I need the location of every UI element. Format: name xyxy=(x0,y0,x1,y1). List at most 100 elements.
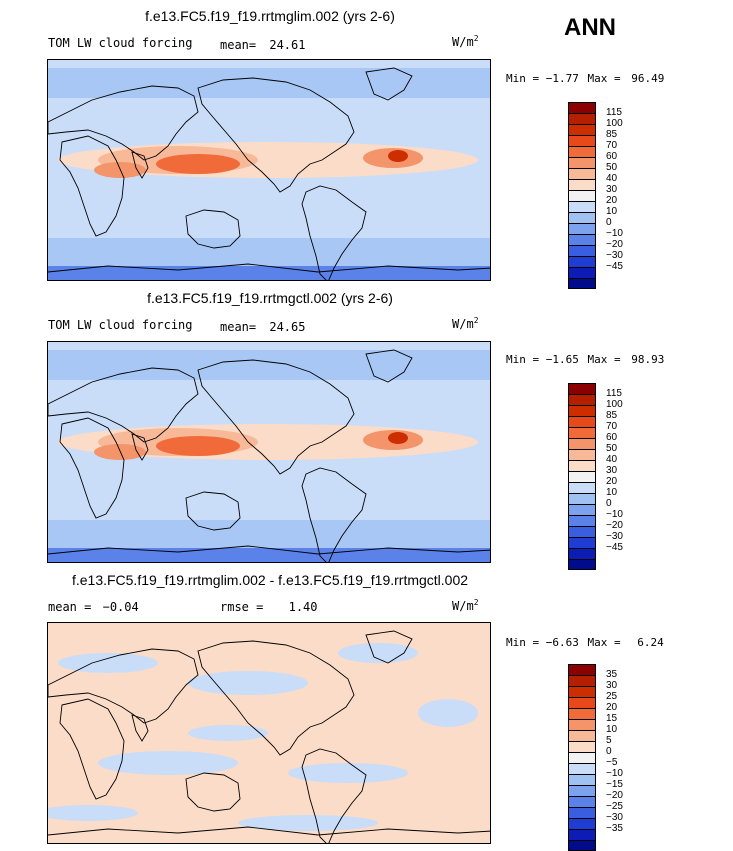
panel-3-rmse-value: 1.40 xyxy=(288,600,318,614)
difference-blob xyxy=(238,815,378,831)
panel-1-title: f.e13.FC5.f19_f19.rrtmglim.002 (yrs 2-6) xyxy=(145,8,395,24)
colorbar-tick-label: 100 xyxy=(606,118,623,129)
warm-pool-core xyxy=(156,436,240,456)
colorbar-tick-label: −15 xyxy=(606,779,623,790)
colorbar-tick-label: 0 xyxy=(606,217,612,228)
colorbar-tick-label: −20 xyxy=(606,790,623,801)
colorbar-tick-label: −35 xyxy=(606,823,623,834)
colorbar-swatch xyxy=(568,471,596,482)
colorbar-tick-label: 85 xyxy=(606,410,618,421)
panel-2-units: W/m2 xyxy=(452,316,479,331)
colorbar-tick-label: 0 xyxy=(606,746,612,757)
panel-3-min-label: Min = xyxy=(506,636,540,649)
colorbar-tick-label: −20 xyxy=(606,239,623,250)
coastline xyxy=(48,826,490,836)
panel-2-variable-label: TOM LW cloud forcing xyxy=(48,318,193,332)
coastline xyxy=(185,209,241,249)
coastline xyxy=(59,135,125,237)
panel-3-rmse: rmse = 1.40 xyxy=(220,600,318,614)
colorbar-tick-label: −45 xyxy=(606,542,623,553)
panel-2-mean: mean= 24.65 xyxy=(220,320,305,334)
panel-3-mean-value: −0.04 xyxy=(102,600,139,614)
panel-2-mean-label: mean= xyxy=(220,320,257,334)
panel-1-max-label: Max = xyxy=(587,72,621,85)
colorbar-swatch xyxy=(568,730,596,741)
band-south xyxy=(48,520,490,548)
coastline xyxy=(365,349,413,383)
panel-2-title: f.e13.FC5.f19_f19.rrtmgctl.002 (yrs 2-6) xyxy=(147,290,393,306)
colorbar-swatch xyxy=(568,234,596,245)
colorbar-swatch xyxy=(568,179,596,190)
colorbar-swatch xyxy=(568,752,596,763)
colorbar-swatch xyxy=(568,146,596,157)
coastline xyxy=(197,77,355,193)
colorbar-swatch xyxy=(568,267,596,278)
amazon-core xyxy=(388,432,408,444)
panel-3-min-value: −6.63 xyxy=(545,636,579,649)
coastline xyxy=(131,433,149,461)
panel-2-max-value: 98.93 xyxy=(631,353,665,366)
coastline xyxy=(48,367,199,443)
colorbar-tick-label: −45 xyxy=(606,261,623,272)
colorbar-swatch xyxy=(568,708,596,719)
colorbar-tick-label: 70 xyxy=(606,421,618,432)
panel-3-units: W/m2 xyxy=(452,598,479,613)
colorbar-swatch xyxy=(568,256,596,267)
colorbar-swatch xyxy=(568,102,596,113)
colorbar-tick-label: 30 xyxy=(606,680,618,691)
coastline xyxy=(48,263,490,273)
season-label: ANN xyxy=(564,14,616,41)
panel-2-max-label: Max = xyxy=(587,353,621,366)
difference-blob xyxy=(188,671,308,695)
difference-blob xyxy=(338,643,418,663)
panel-2-min-value: −1.65 xyxy=(545,353,579,366)
coastline xyxy=(48,85,199,161)
colorbar-tick-label: 40 xyxy=(606,454,618,465)
panel-2-map-field xyxy=(48,342,490,562)
colorbar-swatch xyxy=(568,157,596,168)
panel-1-mean-label: mean= xyxy=(220,38,257,52)
panel-2-colorbar: 115 100 85 70 60 50 40 30 20 10 0 −10 −20 −30 −45 xyxy=(568,383,623,570)
colorbar-tick-label: −10 xyxy=(606,509,623,520)
colorbar-tick-label: 25 xyxy=(606,691,618,702)
colorbar-tick-label: 10 xyxy=(606,724,618,735)
panel-1-minmax: Min = −1.77 Max = 96.49 xyxy=(506,72,664,85)
colorbar-swatch xyxy=(568,383,596,394)
colorbar-swatch xyxy=(568,405,596,416)
difference-blob xyxy=(58,653,158,673)
colorbar-tick-label: −10 xyxy=(606,768,623,779)
colorbar-swatch xyxy=(568,460,596,471)
band-north xyxy=(48,350,490,380)
panel-1-colorbar: 115 100 85 70 60 50 40 30 20 10 0 −10 −20 −30 −45 xyxy=(568,102,623,289)
panel-3-rmse-label: rmse = xyxy=(220,600,264,614)
coastline xyxy=(185,772,241,812)
colorbar-swatch xyxy=(568,135,596,146)
difference-blob xyxy=(48,805,138,821)
colorbar-swatch xyxy=(568,438,596,449)
panel-3-max-value: 6.24 xyxy=(637,636,664,649)
amazon-core xyxy=(388,150,408,162)
colorbar-swatch xyxy=(568,245,596,256)
panel-3-max-label: Max = xyxy=(587,636,621,649)
difference-blob xyxy=(418,699,478,727)
coastline xyxy=(301,467,367,562)
panel-1-map-field xyxy=(48,60,490,280)
colorbar-tick-label: 60 xyxy=(606,151,618,162)
panel-2-minmax: Min = −1.65 Max = 98.93 xyxy=(506,353,664,366)
colorbar-swatch xyxy=(568,559,596,570)
colorbar-tick-label: 115 xyxy=(606,388,622,399)
colorbar-swatch xyxy=(568,124,596,135)
colorbar-swatch xyxy=(568,741,596,752)
colorbar-swatch xyxy=(568,537,596,548)
colorbar-tick-label: 50 xyxy=(606,443,618,454)
colorbar-tick-label: 20 xyxy=(606,195,618,206)
coastline xyxy=(59,417,125,519)
colorbar-swatch xyxy=(568,675,596,686)
difference-blob xyxy=(188,725,268,741)
colorbar-tick-label: −30 xyxy=(606,531,623,542)
coastline xyxy=(301,185,367,280)
colorbar-swatch xyxy=(568,829,596,840)
coastline xyxy=(365,630,413,664)
colorbar-swatch xyxy=(568,449,596,460)
colorbar-tick-label: 115 xyxy=(606,107,622,118)
